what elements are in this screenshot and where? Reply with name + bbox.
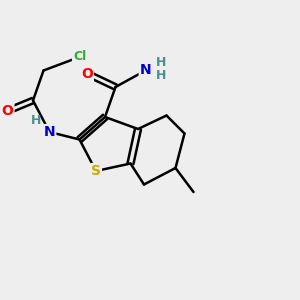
Text: H: H bbox=[156, 56, 166, 69]
Text: S: S bbox=[91, 164, 101, 178]
Text: O: O bbox=[81, 67, 93, 80]
Text: O: O bbox=[2, 104, 14, 118]
Text: N: N bbox=[140, 64, 151, 77]
Text: Cl: Cl bbox=[73, 50, 86, 64]
Text: N: N bbox=[44, 125, 55, 139]
Text: H: H bbox=[31, 114, 41, 127]
Text: H: H bbox=[156, 69, 166, 82]
